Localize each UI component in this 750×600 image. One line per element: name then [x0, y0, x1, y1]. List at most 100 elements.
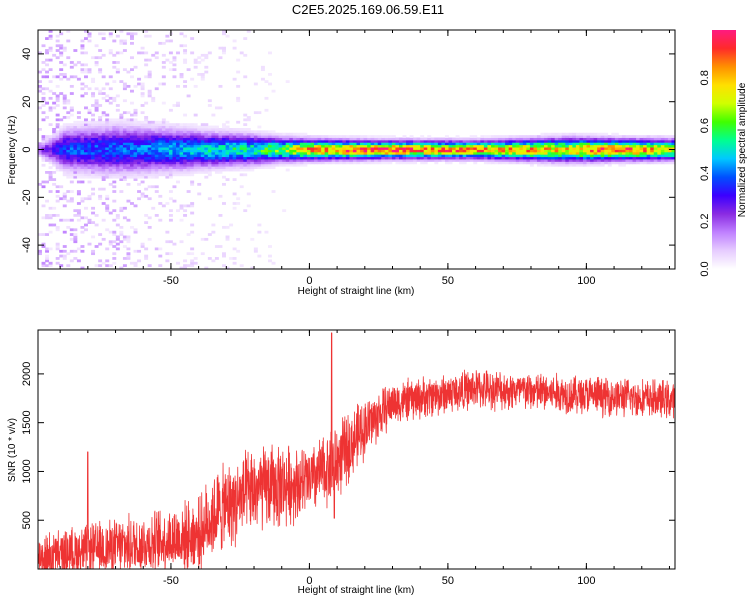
heatmap-cell [176, 130, 180, 134]
heatmap-cell [130, 34, 134, 38]
heatmap-cell [611, 161, 616, 165]
heatmap-cell [108, 242, 113, 246]
heatmap-cell [161, 142, 166, 146]
heatmap-cell [402, 156, 407, 160]
heatmap-cell [94, 175, 99, 179]
heatmap-cell [98, 161, 103, 165]
heatmap-cell [200, 156, 205, 160]
heatmap-cell [416, 137, 421, 141]
heatmap-cell [158, 135, 163, 138]
heatmap-cell [289, 151, 294, 155]
heatmap-cell [296, 135, 301, 138]
heatmap-cell [55, 147, 60, 150]
heatmap-cell [328, 149, 333, 153]
heatmap-cell [572, 161, 577, 165]
heatmap-cell [236, 135, 241, 138]
heatmap-cell [48, 139, 53, 143]
heatmap-cell [144, 125, 149, 129]
heatmap-cell [137, 197, 142, 201]
heatmap-cell [62, 132, 67, 136]
heatmap-cell [126, 156, 131, 160]
heatmap-cell [568, 154, 573, 158]
heatmap-cell [282, 156, 287, 160]
heatmap-cell [207, 151, 212, 155]
heatmap-cell [161, 156, 166, 160]
heatmap-cell [324, 147, 329, 150]
heatmap-cell [161, 135, 166, 138]
heatmap-cell [551, 163, 556, 167]
heatmap-cell [161, 171, 166, 174]
heatmap-cell [653, 135, 658, 138]
heatmap-cell [561, 161, 566, 165]
heatmap-cell [342, 147, 347, 150]
heatmap-cell [607, 151, 612, 155]
heatmap-cell [473, 149, 478, 153]
heatmap-cell [391, 142, 396, 146]
heatmap-cell [73, 214, 78, 217]
heatmap-cell [183, 142, 188, 146]
heatmap-cell [246, 116, 251, 119]
heatmap-cell [179, 135, 184, 138]
heatmap-cell [299, 135, 304, 138]
heatmap-cell [522, 135, 527, 138]
heatmap-cell [144, 30, 149, 33]
heatmap-cell [398, 142, 403, 146]
heatmap-cell [140, 51, 145, 55]
heatmap-cell [370, 135, 375, 138]
heatmap-cell [232, 154, 237, 158]
heatmap-cell [487, 151, 492, 155]
heatmap-cell [360, 147, 364, 150]
heatmap-cell [452, 156, 456, 160]
heatmap-cell [402, 135, 407, 138]
heatmap-cell [62, 230, 67, 234]
heatmap-cell [614, 142, 619, 146]
heatmap-cell [515, 149, 520, 153]
heatmap-cell [321, 147, 326, 150]
heatmap-cell [593, 163, 598, 167]
colorbar-ticks: 0.00.20.40.60.8 [699, 70, 711, 276]
heatmap-cell [122, 130, 127, 134]
heatmap-cell [193, 130, 198, 134]
heatmap-cell [190, 264, 195, 268]
heatmap-cell [335, 159, 340, 162]
heatmap-cell [621, 144, 626, 148]
heatmap-cell [87, 161, 92, 165]
heatmap-cell [515, 139, 520, 143]
heatmap-cell [625, 151, 630, 155]
heatmap-cell [374, 139, 379, 143]
heatmap-cell [80, 156, 85, 160]
heatmap-cell [52, 132, 57, 136]
heatmap-cell [59, 139, 64, 143]
heatmap-cell [547, 144, 552, 148]
heatmap-cell [119, 154, 124, 158]
heatmap-cell [197, 127, 202, 131]
heatmap-cell [480, 151, 485, 155]
heatmap-cell [105, 259, 110, 263]
heatmap-cell [200, 132, 205, 136]
heatmap-cell [222, 49, 226, 52]
heatmap-cell [292, 149, 297, 153]
heatmap-cell [179, 171, 184, 174]
heatmap-cell [218, 46, 223, 50]
heatmap-cell [204, 151, 209, 155]
heatmap-cell [416, 149, 421, 153]
heatmap-cell [243, 163, 248, 167]
heatmap-cell [575, 151, 580, 155]
heatmap-cell [158, 194, 163, 198]
heatmap-cell [115, 135, 120, 138]
heatmap-cell [239, 127, 244, 131]
heatmap-cell [105, 228, 110, 232]
heatmap-cell [243, 156, 248, 160]
heatmap-cell [253, 130, 258, 134]
heatmap-cell [126, 139, 131, 143]
heatmap-cell [172, 154, 177, 158]
heatmap-cell [650, 151, 655, 155]
heatmap-cell [643, 137, 648, 141]
heatmap-cell [222, 252, 226, 256]
heatmap-cell [229, 257, 234, 260]
heatmap-cell [52, 135, 57, 138]
heatmap-cell [119, 125, 124, 129]
heatmap-cell [98, 135, 103, 138]
heatmap-cell [455, 156, 460, 160]
heatmap-cell [225, 142, 230, 146]
